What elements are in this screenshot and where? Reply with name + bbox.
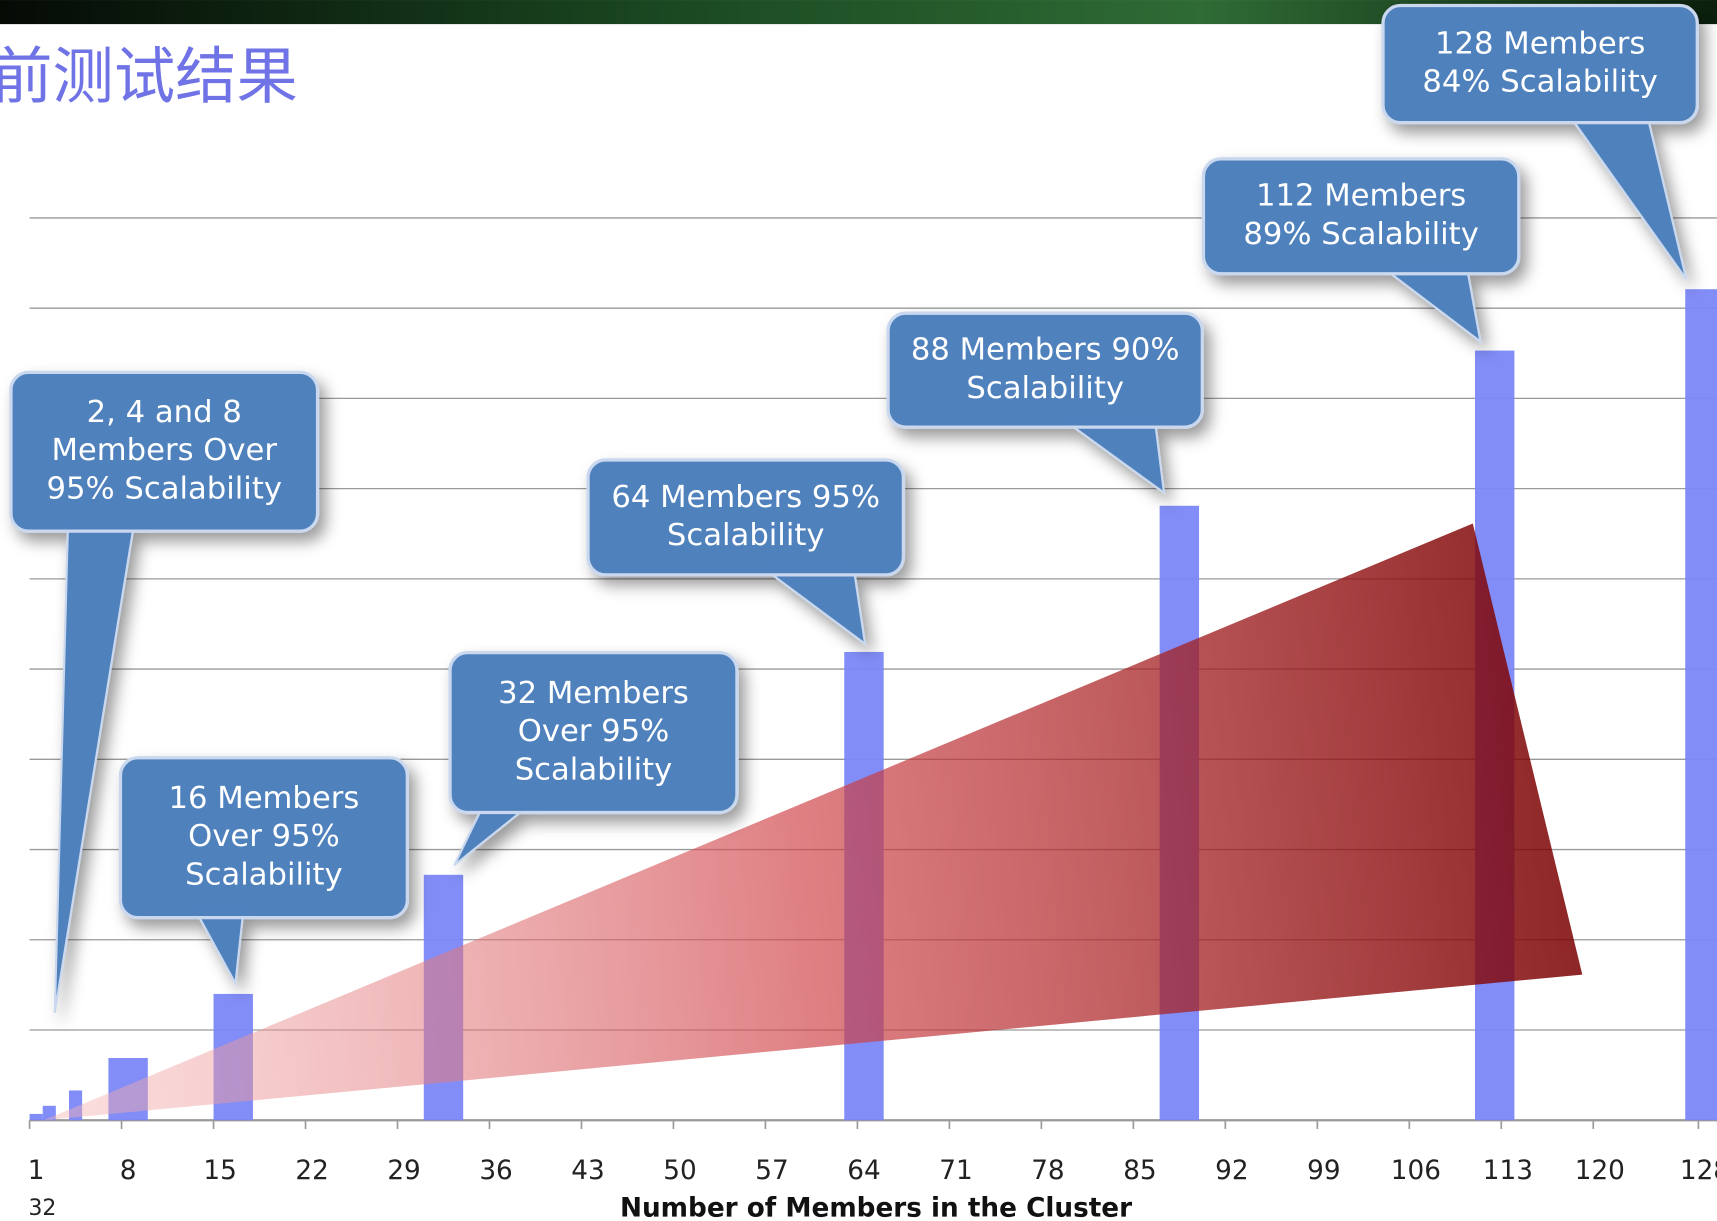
callout-cover	[70, 520, 132, 529]
callout-cover	[1069, 416, 1154, 425]
x-tick-label: 99	[1307, 1156, 1340, 1186]
callout-cover	[1573, 111, 1646, 121]
x-tick-label: 15	[203, 1156, 236, 1186]
x-axis: 1 8 15 22 29 36 43 50 57 64 71 78 85 92 99 106 113 120 128	[28, 1120, 1717, 1186]
callout: 64 Members 95%Scalability	[586, 458, 906, 647]
x-tick-label: 92	[1215, 1156, 1248, 1186]
x-tick-label: 29	[387, 1156, 420, 1186]
callout-box	[1201, 157, 1521, 276]
callout-text: 128 Members	[1435, 26, 1645, 61]
callout-pointer	[1381, 268, 1483, 345]
x-tick-label: 71	[939, 1156, 972, 1186]
callout-pointer	[1064, 421, 1166, 496]
x-tick-label: 22	[295, 1156, 328, 1186]
page-number: 32	[28, 1196, 56, 1221]
callout-box	[1381, 3, 1699, 125]
callout-cover	[484, 801, 524, 811]
callout-cover	[1387, 262, 1466, 272]
x-tick-label: 113	[1483, 1156, 1533, 1186]
callout-box	[886, 311, 1204, 429]
decor-wedge	[43, 523, 1583, 1121]
x-tick-label: 8	[120, 1156, 137, 1186]
callout-text: 32 Members	[498, 676, 689, 711]
callout: 88 Members 90% Scalability	[886, 311, 1204, 496]
x-tick-label: 106	[1391, 1156, 1441, 1186]
callout-text: 112 Members	[1256, 179, 1466, 214]
x-axis-title: Number of Members in the Cluster	[620, 1193, 1132, 1221]
bar	[29, 1113, 43, 1121]
x-tick-label: 43	[571, 1156, 604, 1186]
callout-text: 84% Scalability	[1422, 65, 1657, 100]
x-tick-label: 50	[663, 1156, 696, 1186]
callout-text: 64 Members 95%	[611, 480, 880, 515]
x-tick-label: 120	[1575, 1156, 1625, 1186]
callout-text: Scalability	[185, 858, 343, 893]
x-tick-label: 57	[755, 1156, 788, 1186]
callout-pointer	[195, 912, 245, 987]
callout-pointer	[1569, 117, 1688, 280]
callout-text: 2, 4 and 8	[87, 395, 242, 430]
callout-box	[586, 458, 906, 577]
slide-title: 前测试结果	[0, 42, 298, 113]
callout-box	[448, 651, 739, 815]
callout-text: Members Over	[51, 433, 277, 468]
callout-text: Over 95%	[518, 714, 670, 749]
callout-text: Over 95%	[188, 819, 340, 854]
callout-pointer	[763, 569, 867, 647]
callout-text: 16 Members	[168, 781, 359, 816]
callout-cover	[199, 906, 241, 916]
x-tick-label: 36	[479, 1156, 512, 1186]
x-tick-label: 128	[1680, 1156, 1717, 1186]
callout-text: Scalability	[667, 518, 825, 553]
x-tick-label: 78	[1031, 1156, 1064, 1186]
callout-text: 88 Members 90%	[911, 332, 1180, 367]
callout: 128 Members 84% Scalability	[1381, 3, 1699, 280]
x-tick-label: 85	[1123, 1156, 1156, 1186]
callout-box	[118, 756, 409, 920]
callout-text: 89% Scalability	[1243, 217, 1478, 252]
bar	[1685, 289, 1717, 1121]
x-tick-label: 1	[28, 1156, 45, 1186]
callout-box	[9, 370, 320, 533]
callout-pointer	[453, 807, 529, 866]
callout-cover	[768, 563, 852, 573]
callout-text: 95% Scalability	[47, 472, 282, 507]
x-tick-label: 64	[847, 1156, 880, 1186]
callout-text: Scalability	[966, 371, 1124, 406]
callout-text: Scalability	[515, 752, 673, 787]
